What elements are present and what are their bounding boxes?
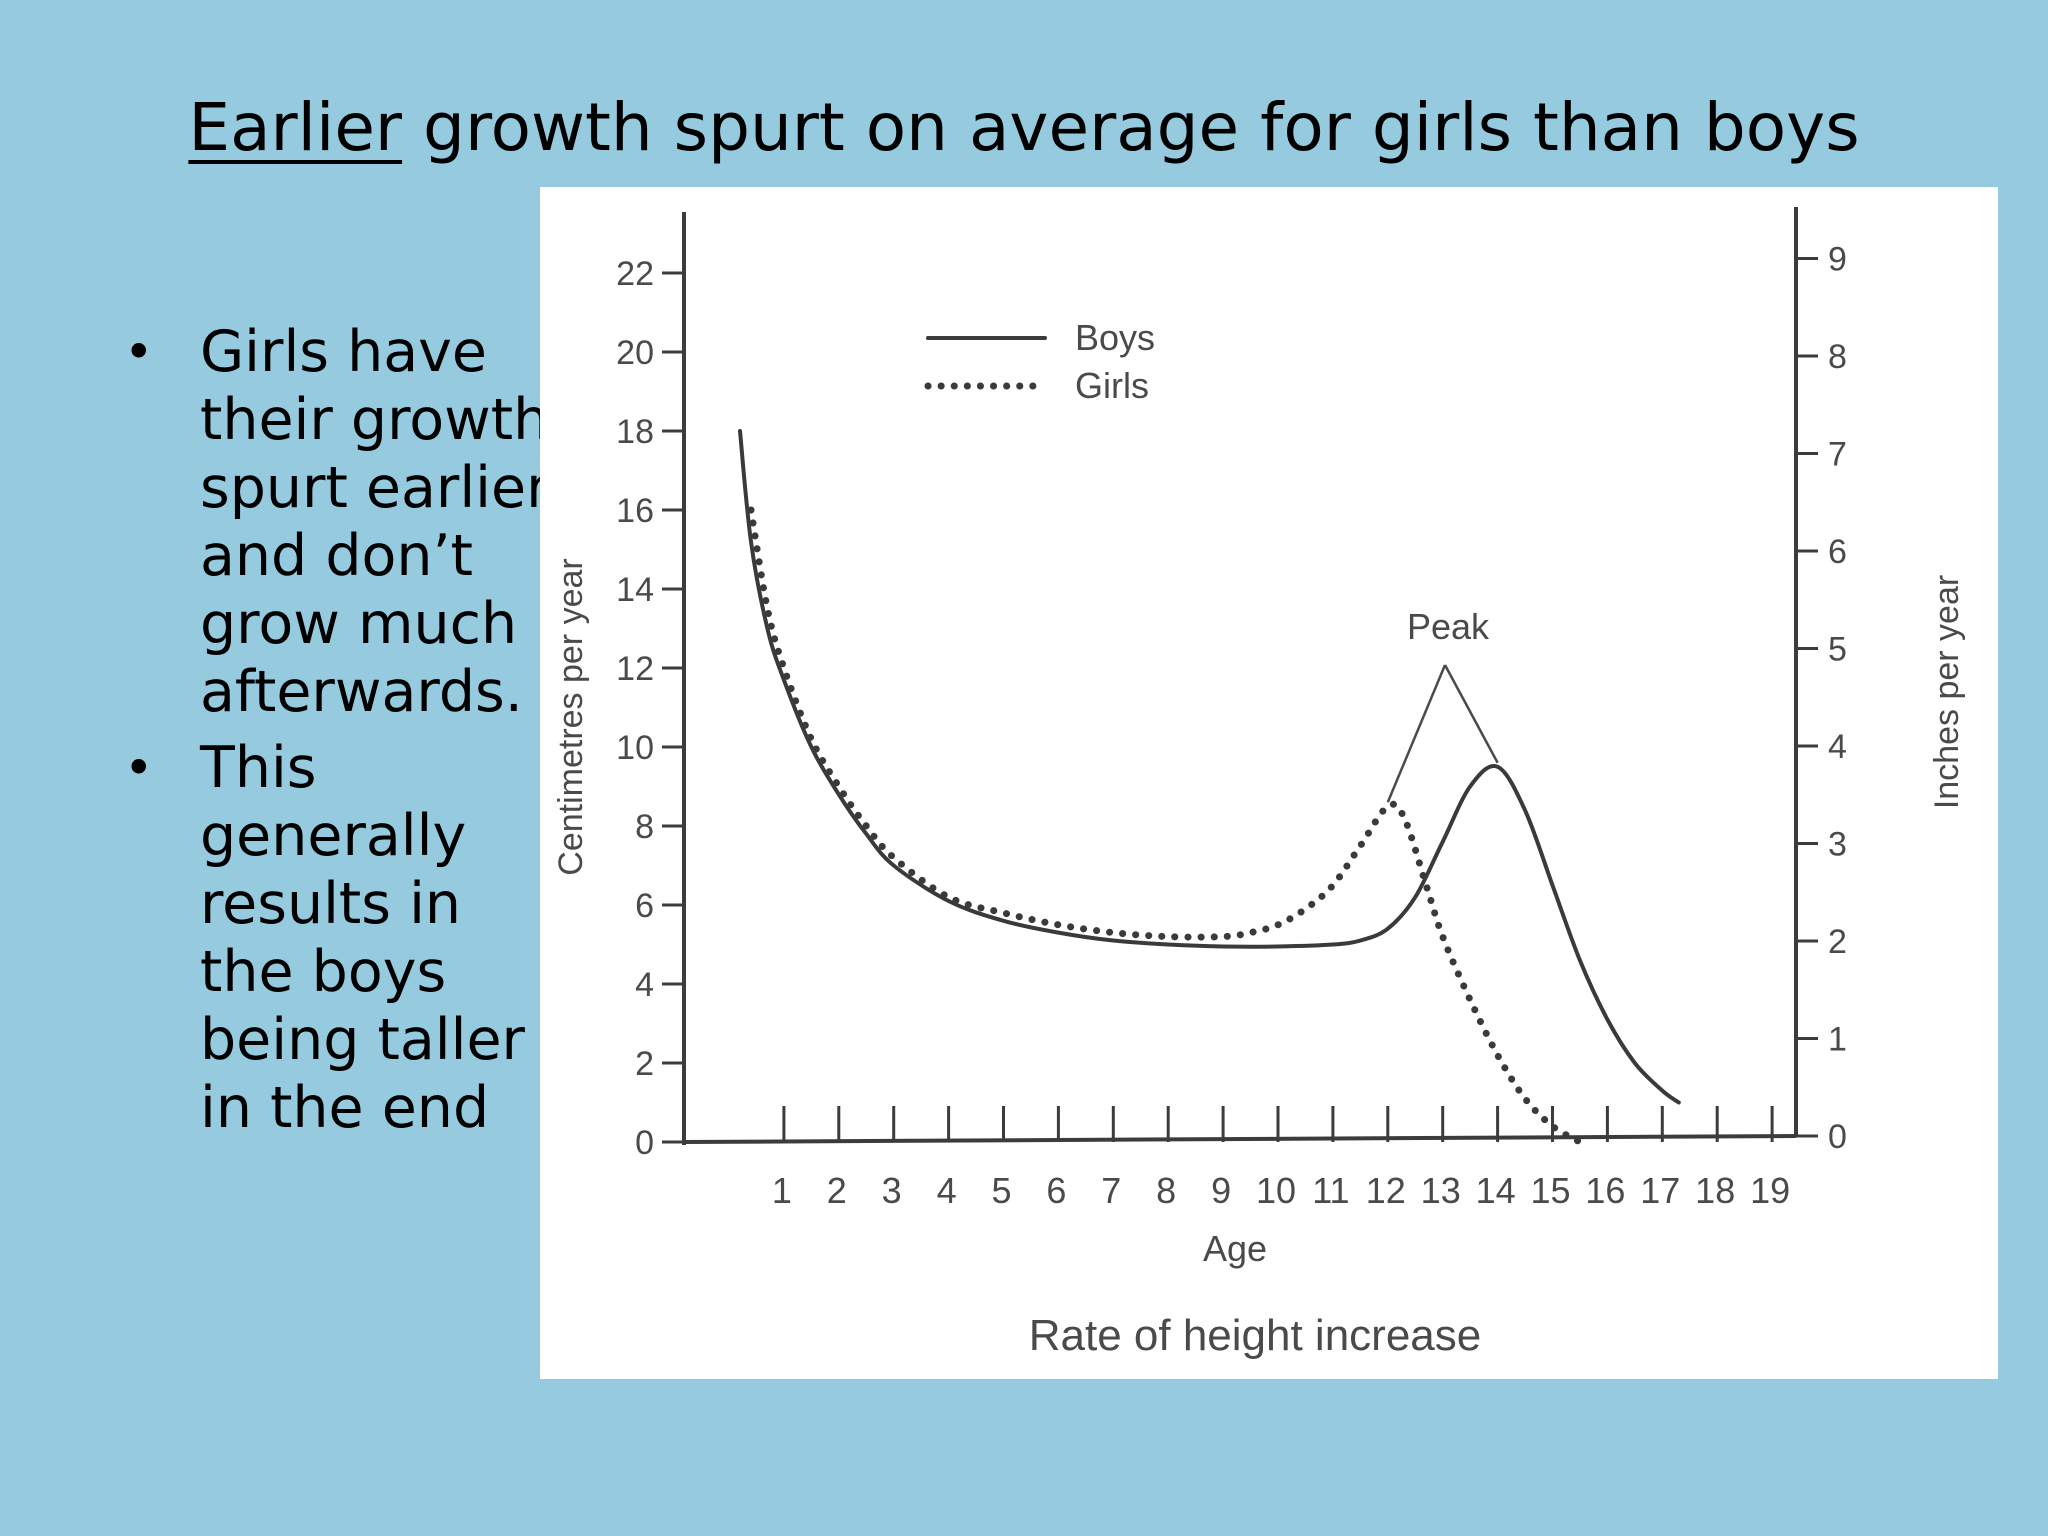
annotation-pointer <box>1443 664 1499 764</box>
x-tick-label: 14 <box>1476 1170 1516 1211</box>
y-tick-label: 20 <box>616 334 654 372</box>
annotation: Peak <box>1386 606 1499 803</box>
x-tick-label: 18 <box>1695 1170 1735 1211</box>
y2-tick-label: 6 <box>1828 533 1847 571</box>
slide-title-rest: growth spurt on average for girls than b… <box>402 89 1860 166</box>
x-tick-label: 1 <box>772 1170 792 1211</box>
legend-label-girls: Girls <box>1075 365 1149 406</box>
x-tick-label: 3 <box>882 1170 902 1211</box>
bullet-item: • This generally results in the boys bein… <box>110 734 550 1142</box>
x-axis-line <box>683 1134 1797 1144</box>
x-tick-label: 15 <box>1530 1170 1570 1211</box>
x-tick-label: 5 <box>991 1170 1011 1211</box>
bullet-item: • Girls have their growth spurt earlier a… <box>110 318 550 726</box>
x-tick-label: 10 <box>1256 1170 1296 1211</box>
x-tick-label: 16 <box>1585 1170 1625 1211</box>
y-tick-label: 0 <box>635 1124 654 1162</box>
x-tick-label: 13 <box>1421 1170 1461 1211</box>
x-tick-label: 19 <box>1750 1170 1790 1211</box>
y2-tick-label: 4 <box>1828 728 1847 766</box>
legend: Boys Girls <box>924 317 1155 406</box>
x-tick-label: 17 <box>1640 1170 1680 1211</box>
x-tick-label: 9 <box>1211 1170 1231 1211</box>
y-tick-label: 6 <box>635 887 654 925</box>
y-axis-label: Centimetres per year <box>552 558 590 875</box>
x-tick-label: 11 <box>1312 1170 1349 1211</box>
y2-tick-label: 1 <box>1828 1021 1847 1059</box>
legend-label-boys: Boys <box>1075 317 1155 358</box>
y-tick-label: 16 <box>616 492 654 530</box>
chart-title: Rate of height increase <box>1029 1311 1482 1360</box>
y-tick-label: 8 <box>635 808 654 846</box>
series-line-girls <box>747 506 1584 1146</box>
series-line-boys <box>738 429 1681 1105</box>
chart-panel: 0 2 4 6 8 10 12 14 16 18 20 22 1 2 3 4 5 6 7 8 9 10 11 12 13 14 15… <box>540 187 1998 1379</box>
y2-tick-label: 5 <box>1828 631 1847 669</box>
bullet-dot-icon: • <box>124 739 154 797</box>
slide-title-underlined: Earlier <box>188 89 403 166</box>
x-tick-label: 6 <box>1046 1170 1066 1211</box>
y-tick-label: 22 <box>616 255 654 293</box>
slide-title: Earlier growth spurt on average for girl… <box>0 89 2048 166</box>
annotation-peak-label: Peak <box>1407 606 1490 647</box>
y-tick-label: 14 <box>616 571 654 609</box>
x-tick-label: 12 <box>1366 1170 1406 1211</box>
y-tick-label: 2 <box>635 1045 654 1083</box>
y-tick-label: 4 <box>635 966 654 1004</box>
annotation-pointer <box>1386 664 1447 803</box>
y-tick-label: 10 <box>616 729 654 767</box>
x-axis-label: Age <box>1203 1228 1267 1269</box>
y2-tick-label: 0 <box>1828 1118 1847 1156</box>
bullet-dot-icon: • <box>124 323 154 381</box>
y2-tick-label: 7 <box>1828 436 1847 474</box>
y2-tick-label: 3 <box>1828 826 1847 864</box>
y2-tick-label: 9 <box>1828 241 1847 279</box>
bullet-text: Girls have their growth spurt earlier an… <box>200 319 550 725</box>
series-group <box>738 429 1681 1146</box>
y-tick-label: 12 <box>616 650 654 688</box>
y-tick-label: 18 <box>616 413 654 451</box>
x-tick-label: 2 <box>827 1170 847 1211</box>
x-tick-label: 8 <box>1156 1170 1176 1211</box>
x-tick-label: 4 <box>937 1170 957 1211</box>
bullet-text: This generally results in the boys being… <box>200 735 525 1141</box>
y2-tick-label: 8 <box>1828 338 1847 376</box>
bullet-list: • Girls have their growth spurt earlier a… <box>110 318 550 1150</box>
y2-tick-label: 2 <box>1828 923 1847 961</box>
y2-axis-label: Inches per year <box>1928 575 1966 809</box>
x-tick-label: 7 <box>1101 1170 1121 1211</box>
